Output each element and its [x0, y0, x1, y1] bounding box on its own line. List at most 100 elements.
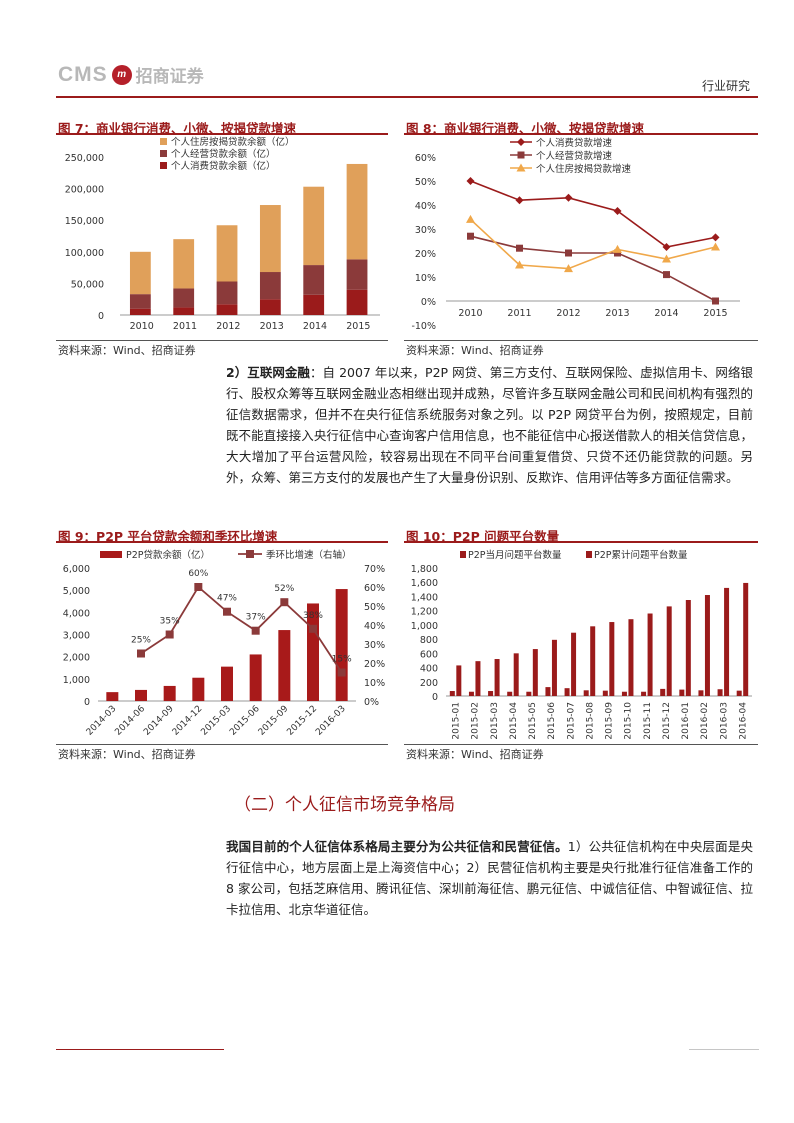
bar-2011: [173, 307, 195, 315]
x-tick-label: 2015-01: [452, 702, 462, 740]
bar-2014-06: [135, 689, 147, 701]
x-tick-label: 2011: [507, 308, 531, 319]
bar-2015: [346, 163, 368, 260]
monthly-bar-2015-07: [564, 688, 570, 696]
x-tick-label: 2016-03: [314, 704, 348, 738]
figure-10-source-rule: [404, 744, 758, 745]
legend-swatch: [160, 150, 167, 157]
data-point: [515, 260, 524, 269]
figure-7-title: 图 7：商业银行消费、小微、按揭贷款增速: [58, 121, 297, 136]
y-tick-label: 200: [420, 678, 438, 689]
bar-2010: [129, 308, 151, 315]
y-right-tick-label: 20%: [364, 659, 385, 670]
cumulative-bar-2015-04: [513, 653, 519, 696]
bar-2014: [303, 294, 325, 315]
y-tick-label: 250,000: [65, 153, 104, 164]
x-tick-label: 2015-05: [528, 702, 538, 740]
y-tick-label: 50,000: [71, 279, 104, 290]
x-tick-label: 2015: [346, 321, 370, 332]
growth-point: [194, 583, 203, 591]
monthly-bar-2015-12: [660, 688, 666, 696]
paragraph-bold-lead: 我国目前的个人征信体系格局主要分为公共征信和民营征信。: [226, 839, 568, 854]
paragraph-number: 2）: [226, 365, 248, 380]
legend-label: 个人消费贷款余额（亿）: [171, 160, 276, 172]
figure-10-source: 资料来源：Wind、招商证券: [406, 748, 544, 761]
y-tick-label: 400: [420, 664, 438, 675]
data-label: 35%: [160, 617, 180, 627]
legend-label: 个人消费贷款增速: [536, 137, 613, 149]
x-tick-label: 2015-07: [566, 702, 576, 740]
cumulative-bar-2016-04: [743, 582, 749, 696]
y-tick-label: 150,000: [65, 216, 104, 227]
legend-marker: [246, 550, 254, 558]
legend-swatch: [160, 162, 167, 169]
data-point: [515, 196, 524, 205]
growth-point: [309, 624, 317, 633]
x-tick-label: 2010: [130, 321, 154, 332]
legend-label: P2P累计问题平台数量: [594, 549, 688, 561]
figure-9-chart: 0 1,000 2,000 3,000 4,000 5,000 6,000 0% 10% 20% 3…: [63, 549, 385, 738]
cumulative-bar-2016-02: [704, 595, 710, 696]
monthly-bar-2015-10: [621, 691, 627, 696]
footer-rule-left: [56, 1049, 224, 1050]
legend-swatch: [160, 138, 167, 145]
growth-point: [251, 626, 260, 635]
x-tick-label: 2015-09: [257, 704, 291, 738]
figure-7-rule: [56, 133, 388, 135]
report-type-label: 行业研究: [701, 79, 750, 93]
bar-2013: [259, 299, 281, 315]
monthly-bar-2015-02: [468, 691, 474, 696]
monthly-bar-2016-03: [717, 689, 723, 696]
y-tick-label: 6,000: [63, 564, 90, 575]
figure-7-source-rule: [56, 340, 388, 341]
figure-8-source-rule: [404, 340, 758, 341]
legend-label: 个人经营贷款余额（亿）: [171, 148, 276, 160]
logo-chinese-name: 招商证券: [135, 67, 204, 87]
bar-2010: [129, 294, 151, 309]
bar-2015: [346, 289, 368, 315]
y-tick-label: 5,000: [63, 586, 90, 597]
cumulative-bar-2015-12: [666, 606, 672, 696]
cumulative-bar-2016-03: [724, 587, 730, 696]
bar-2013: [259, 205, 281, 273]
monthly-bar-2015-06: [545, 687, 551, 696]
y-tick-label: 1,000: [411, 621, 438, 632]
y-tick-label: 30%: [415, 225, 436, 236]
y-tick-label: 0: [432, 692, 438, 703]
data-label: 15%: [332, 655, 352, 665]
y-tick-label: 0: [98, 311, 104, 322]
bar-2015-06: [249, 654, 262, 701]
cumulative-bar-2015-06: [551, 639, 557, 696]
bar-2012: [216, 225, 238, 282]
cumulative-bar-2015-05: [532, 649, 538, 696]
data-label: 25%: [131, 636, 151, 646]
data-point: [466, 177, 475, 185]
figure-8-title: 图 8：商业银行消费、小微、按揭贷款增速: [406, 121, 645, 136]
data-point: [565, 249, 572, 257]
legend-marker: [517, 138, 525, 146]
y-tick-label: 1,000: [63, 675, 90, 686]
data-point: [614, 249, 621, 257]
figure-9-title: 图 9：P2P 平台贷款余额和季环比增速: [58, 529, 278, 544]
y-right-tick-label: 0%: [364, 697, 379, 708]
y-tick-label: 1,400: [411, 592, 438, 603]
figure-8-chart: -10% 0% 10% 20% 30% 40% 50% 60% 2010 2011 2012 2013…: [411, 137, 740, 332]
growth-point: [280, 598, 289, 607]
y-tick-label: 3,000: [63, 631, 90, 642]
figure-10-rule: [404, 541, 758, 543]
x-tick-label: 2014-09: [142, 704, 176, 738]
x-tick-label: 2015-12: [285, 704, 319, 738]
x-tick-label: 2016-04: [738, 702, 748, 740]
series-line: [470, 235, 716, 302]
data-label: 60%: [188, 569, 208, 579]
monthly-bar-2015-11: [641, 691, 647, 696]
x-tick-label: 2015-06: [228, 704, 262, 738]
y-tick-label: 1,800: [411, 564, 438, 575]
y-tick-label: 4,000: [63, 608, 90, 619]
x-tick-label: 2010: [458, 308, 482, 319]
y-right-tick-label: 50%: [364, 602, 385, 613]
legend-marker: [516, 163, 526, 172]
data-point: [467, 232, 474, 240]
y-tick-label: 1,600: [411, 578, 438, 589]
data-point: [711, 242, 720, 251]
